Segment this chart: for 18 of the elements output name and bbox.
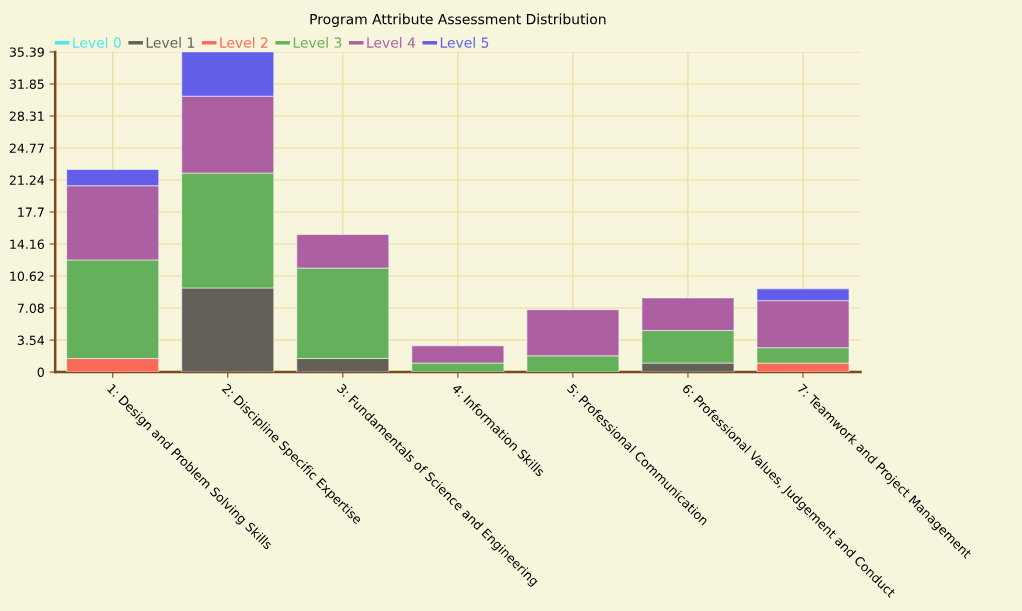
- y-tick-label: 3.54: [17, 335, 45, 345]
- y-tick-label: 17.7: [18, 207, 44, 217]
- y-tick-label: 0: [37, 367, 44, 378]
- y-tick-label: 10.62: [10, 271, 44, 281]
- legend-label: Level 1: [146, 37, 195, 48]
- chart-title: Program Attribute Assessment Distribution: [310, 13, 606, 28]
- legend-label: Level 4: [367, 37, 416, 48]
- y-tick-label: 28.31: [9, 111, 44, 121]
- legend-label: Level 2: [220, 37, 268, 48]
- y-tick-label: 7.08: [17, 303, 44, 313]
- y-tick-label: 35.39: [9, 47, 44, 57]
- y-tick-label: 24.77: [9, 143, 44, 153]
- legend-label: Level 3: [293, 37, 342, 48]
- legend-label: Level 0: [73, 37, 121, 48]
- y-tick-label: 31.85: [9, 79, 44, 89]
- legend-label: Level 5: [440, 37, 489, 48]
- y-tick-label: 14.16: [10, 239, 44, 249]
- y-tick-label: 21.24: [9, 175, 45, 185]
